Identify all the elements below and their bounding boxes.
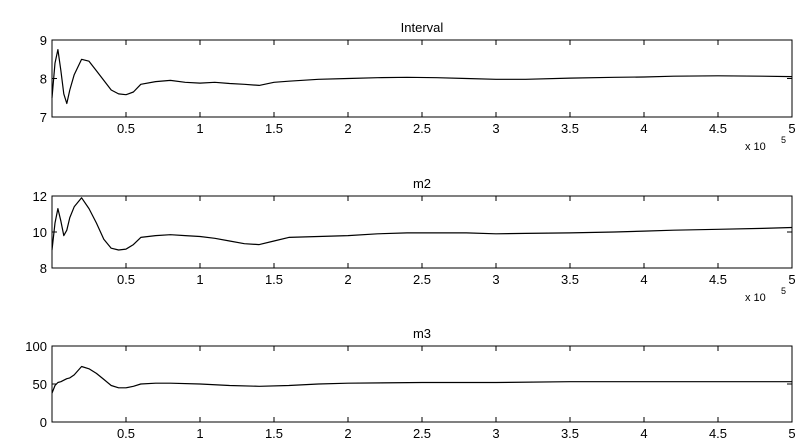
panel3-ytick-label: 0 [40, 415, 47, 430]
panel2-xtick-label: 1 [196, 272, 203, 287]
panel2-xtick-label: 3.5 [561, 272, 579, 287]
panel3-ytick-label: 50 [33, 377, 47, 392]
panel3-xtick-label: 4.5 [709, 426, 727, 441]
panel3-xtick-label: 2.5 [413, 426, 431, 441]
panel2-xtick-label: 4 [640, 272, 647, 287]
panel2-x-multiplier-exponent: 5 [781, 286, 786, 296]
panel1-ytick-label: 9 [40, 33, 47, 48]
panel1-xtick-label: 3.5 [561, 121, 579, 136]
panel3-ytick-label: 100 [25, 339, 47, 354]
panel3-xtick-label: 4 [640, 426, 647, 441]
panel2-xtick-label: 3 [492, 272, 499, 287]
panel1-xtick-label: 4.5 [709, 121, 727, 136]
panel1-axes-box [51, 39, 793, 118]
panel2-xtick-label: 2.5 [413, 272, 431, 287]
panel2-series-line [51, 197, 793, 251]
panel1-xtick-label: 5 [788, 121, 795, 136]
panel1-x-multiplier-base: x 10 [745, 141, 766, 153]
panel3-series-line [51, 365, 792, 394]
panel1-xtick-label: 1 [196, 121, 203, 136]
panel1-xtick-label: 0.5 [117, 121, 135, 136]
panel1-x-multiplier-exponent: 5 [781, 135, 786, 145]
panel2-xtick-label: 1.5 [265, 272, 283, 287]
panel3-xtick-label: 1.5 [265, 426, 283, 441]
panel1-ytick-label: 7 [40, 110, 47, 125]
panel3-xtick-label: 3.5 [561, 426, 579, 441]
panel2-x-multiplier-base: x 10 [745, 292, 766, 304]
panel2-xtick-label: 4.5 [709, 272, 727, 287]
panel3-axes-box [51, 345, 793, 423]
panel1-series-line [51, 48, 793, 105]
panel1-xtick-label: 2.5 [413, 121, 431, 136]
panel2-xtick-label: 2 [344, 272, 351, 287]
panel2-xtick-label: 0.5 [117, 272, 135, 287]
panel3-xtick-label: 0.5 [117, 426, 135, 441]
panel2-ytick-label: 8 [40, 261, 47, 276]
panel2-title: m2 [413, 176, 431, 191]
panel3-xtick-label: 2 [344, 426, 351, 441]
panel3-xtick-label: 3 [492, 426, 499, 441]
panel2-ytick-label: 12 [33, 189, 47, 204]
panel2-ytick-label: 10 [33, 225, 47, 240]
panel1-xtick-label: 1.5 [265, 121, 283, 136]
panel2-xtick-label: 5 [788, 272, 795, 287]
panel3-xtick-label: 5 [788, 426, 795, 441]
panel1-title: Interval [401, 20, 444, 35]
panel1-xtick-label: 4 [640, 121, 647, 136]
panel2-axes-box [51, 195, 793, 269]
panel3-xtick-label: 1 [196, 426, 203, 441]
panel1-xtick-label: 2 [344, 121, 351, 136]
panel3-title: m3 [413, 326, 431, 341]
panel1-ytick-label: 8 [40, 72, 47, 87]
panel1-xtick-label: 3 [492, 121, 499, 136]
